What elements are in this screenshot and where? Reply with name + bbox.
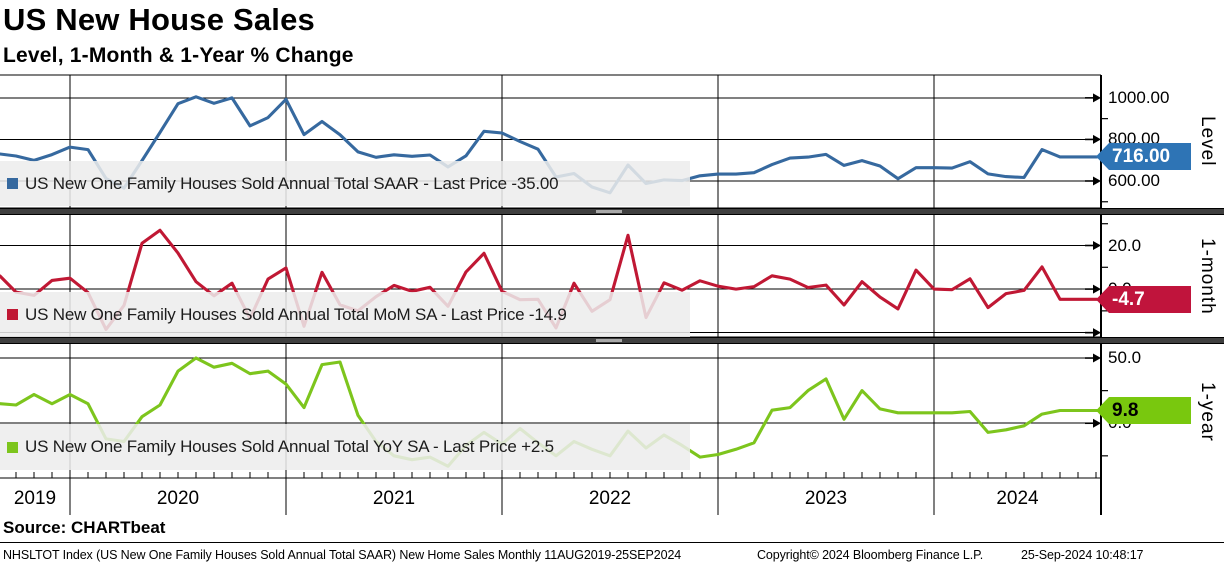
legend-1-month: US New One Family Houses Sold Annual Tot… xyxy=(0,292,690,337)
separator-grip-icon[interactable] xyxy=(596,210,622,213)
legend-level: US New One Family Houses Sold Annual Tot… xyxy=(0,161,690,206)
y-tick-label: 20.0 xyxy=(1108,235,1142,255)
last-value-badge-1-year: 9.8 xyxy=(1096,397,1191,424)
x-year-label: 2024 xyxy=(996,488,1039,509)
legend-label-level: US New One Family Houses Sold Annual Tot… xyxy=(25,173,559,193)
legend-swatch-1-year-icon xyxy=(7,441,18,453)
y-tick-label: 1000.00 xyxy=(1108,87,1170,107)
panel-separator-1[interactable] xyxy=(0,208,1224,215)
x-year-label: 2022 xyxy=(588,488,632,509)
y-tick-label: 50.0 xyxy=(1108,348,1142,368)
chart-subtitle: Level, 1-Month & 1-Year % Change xyxy=(3,44,354,67)
footer-copyright: Copyright© 2024 Bloomberg Finance L.P. xyxy=(757,548,984,562)
footer-security-info: NHSLTOT Index (US New One Family Houses … xyxy=(3,548,682,562)
separator-grip-icon[interactable] xyxy=(596,339,622,342)
axis-title-1-year: 1-year xyxy=(1197,381,1218,442)
axis-title-1-month: 1-month xyxy=(1197,237,1218,315)
chart-title: US New House Sales xyxy=(3,2,315,37)
last-value-badge-1-month: -4.7 xyxy=(1096,286,1191,313)
axis-title-level: Level xyxy=(1197,116,1218,167)
footer-divider xyxy=(0,542,1224,543)
source-label: Source: CHARTbeat xyxy=(3,518,166,537)
x-year-label: 2020 xyxy=(156,488,200,509)
x-year-label: 2021 xyxy=(372,488,416,509)
legend-1-year: US New One Family Houses Sold Annual Tot… xyxy=(0,424,690,470)
y-tick-label: 600.00 xyxy=(1108,170,1160,190)
panel-separator-2[interactable] xyxy=(0,337,1224,344)
x-year-label: 2019 xyxy=(13,488,57,509)
x-year-label: 2023 xyxy=(804,488,848,509)
footer-datetime: 25-Sep-2024 10:48:17 xyxy=(1021,548,1144,562)
legend-label-1-month: US New One Family Houses Sold Annual Tot… xyxy=(25,304,567,324)
legend-swatch-level-icon xyxy=(7,178,18,189)
legend-swatch-1-month-icon xyxy=(7,309,18,320)
last-value-badge-level: 716.00 xyxy=(1096,143,1191,170)
legend-label-1-year: US New One Family Houses Sold Annual Tot… xyxy=(25,437,554,456)
